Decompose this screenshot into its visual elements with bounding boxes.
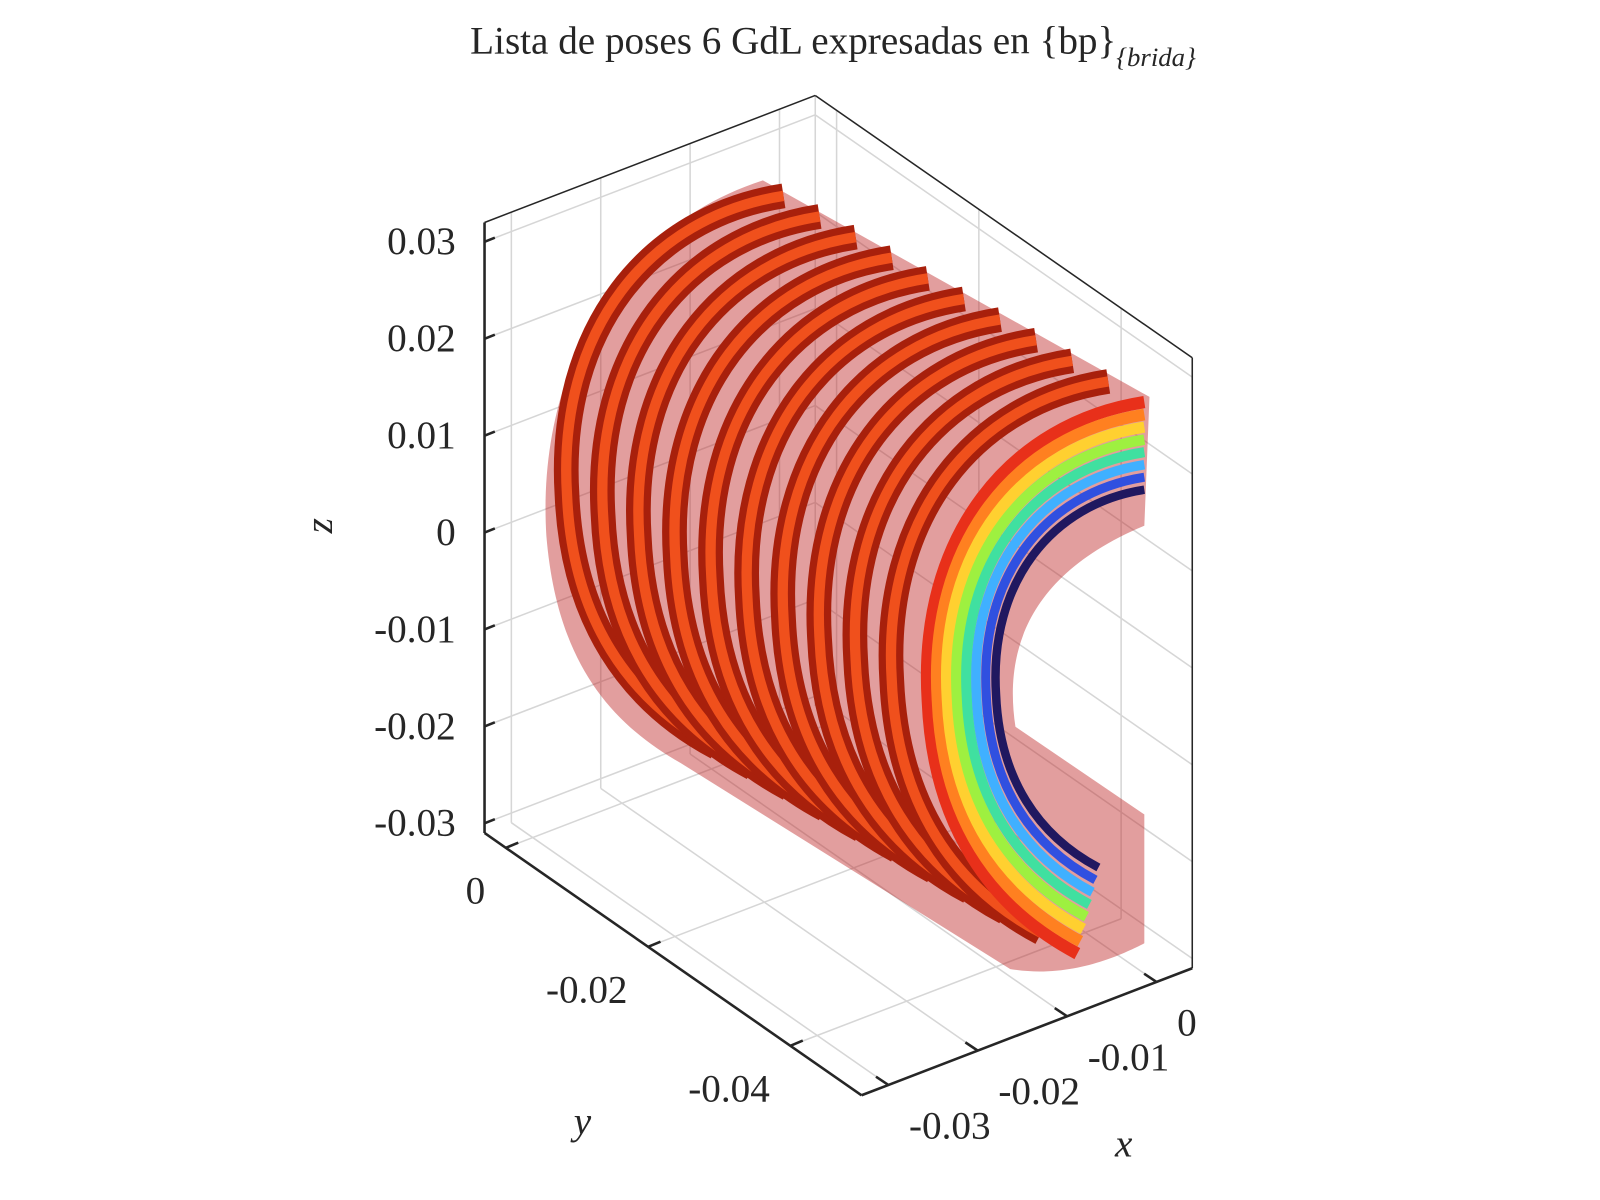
surface-band (669, 252, 893, 814)
z-tick (484, 333, 496, 340)
surface-band (633, 232, 857, 794)
z-tick-label: -0.01 (374, 608, 456, 651)
y-axis-label: y (570, 1100, 592, 1143)
grid-line (689, 753, 1068, 1017)
x-tick-label: -0.03 (909, 1105, 991, 1148)
x-tick (1143, 972, 1158, 984)
grid-line (484, 114, 816, 243)
grid-line (814, 308, 1193, 572)
y-axis (483, 831, 863, 1097)
surface-ring (920, 395, 1146, 960)
z-tick-label: 0.03 (387, 220, 456, 263)
x-tick-label: -0.02 (998, 1070, 1080, 1113)
surface-band (561, 190, 785, 752)
z-tick (484, 527, 496, 534)
x-tick-label: 0 (1177, 1002, 1197, 1045)
x-tick (964, 1041, 979, 1052)
box-edge (484, 94, 816, 224)
surface-ring (981, 472, 1146, 884)
y-tick (647, 940, 662, 948)
z-tick (484, 721, 496, 728)
title-main: Lista de poses 6 GdL expresadas en {bp} (470, 20, 1116, 63)
surface-ring (971, 459, 1146, 897)
surface-ring (991, 485, 1145, 872)
z-tick-label: 0 (436, 511, 456, 554)
surface-band (597, 211, 821, 773)
x-axis (861, 967, 1193, 1097)
chart-title: Lista de poses 6 GdL expresadas en {bp}{… (470, 20, 1196, 72)
z-tick (484, 430, 496, 437)
surface-ring (930, 408, 1146, 947)
z-tick (484, 236, 496, 244)
surface-band (777, 314, 1001, 876)
y-tick (505, 841, 519, 850)
y-tick-label: -0.02 (546, 968, 628, 1011)
surface (545, 180, 1150, 972)
surface-band (885, 376, 1110, 938)
x-tick-label: -0.01 (1088, 1036, 1170, 1079)
z-tick-label: -0.03 (374, 802, 456, 845)
x-tick (1054, 1006, 1068, 1018)
surface-ring (940, 421, 1146, 934)
surface-band (741, 293, 965, 856)
x-axis-label: x (1114, 1123, 1133, 1166)
y-tick-label: 0 (466, 870, 486, 913)
z-tick (484, 624, 496, 631)
grid-line (600, 787, 979, 1052)
z-tick (484, 817, 496, 825)
surface-band (705, 273, 929, 835)
surface-ring (951, 434, 1146, 922)
grid-line (814, 114, 1193, 378)
title-subscript: {brida} (1116, 42, 1196, 72)
x-tick (875, 1075, 890, 1087)
z-tick-label: 0.01 (387, 414, 456, 457)
surface-band (813, 335, 1037, 897)
z-axis-label: z (298, 518, 341, 534)
axes: -0.03-0.02-0.010-0.04-0.020-0.03-0.02-0.… (374, 94, 1197, 1148)
y-tick (789, 1039, 804, 1047)
surface-ring (961, 447, 1146, 909)
grid-line (510, 822, 889, 1086)
z-tick-label: -0.02 (374, 705, 456, 748)
box-edge (814, 94, 1193, 359)
z-tick-label: 0.02 (387, 317, 456, 360)
y-tick-label: -0.04 (688, 1067, 770, 1110)
surface-band (849, 355, 1073, 917)
